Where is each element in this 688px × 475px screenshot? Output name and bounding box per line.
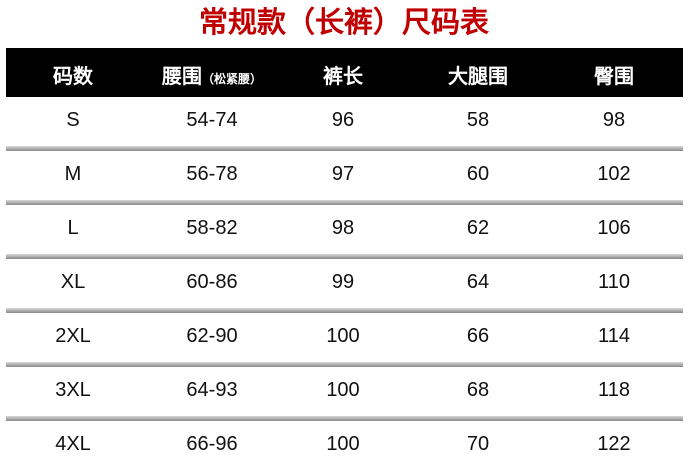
table-row: 4XL 66-96 100 70 122 [6,421,683,475]
header-size: 码数 [53,64,93,88]
table-cell: XL [60,271,86,293]
row-divider [6,416,683,421]
table-cell: 102 [597,163,631,185]
table-row: 2XL 62-90 100 66 114 [6,313,683,367]
table-cell: 66 [466,325,490,347]
table-row: 3XL 64-93 100 68 118 [6,367,683,421]
header-waist-label: 腰围 [161,64,202,88]
header-waist: 腰围（松紧腰） [162,60,262,89]
table-cell: L [67,217,79,239]
table-cell: 100 [326,379,360,401]
header-thigh: 大腿围 [448,64,508,88]
header-length: 裤长 [323,64,363,88]
table-cell: 62-90 [186,325,238,347]
table-cell: 96 [331,109,355,131]
table-cell: 60 [466,163,490,185]
table-cell: 58 [466,109,490,131]
table-cell: 106 [597,217,631,239]
table-cell: 97 [331,163,355,185]
table-cell: 4XL [55,433,91,455]
table-cell: 99 [331,271,355,293]
row-divider [6,254,683,259]
table-cell: 110 [598,271,630,293]
table-header: 码数 腰围（松紧腰） 裤长 大腿围 臀围 [6,48,683,97]
table-cell: 98 [602,109,626,131]
table-cell: 114 [598,325,630,347]
table-cell: S [66,109,80,131]
table-cell: 70 [466,433,490,455]
row-divider [6,200,683,205]
table-row: M 56-78 97 60 102 [6,151,683,205]
table-cell: 62 [466,217,490,239]
header-hip: 臀围 [594,64,634,88]
table-row: XL 60-86 99 64 110 [6,259,683,313]
row-divider [6,362,683,367]
table-cell: 56-78 [186,163,238,185]
table-cell: 118 [598,379,630,401]
table-cell: 98 [331,217,355,239]
table-row: L 58-82 98 62 106 [6,205,683,259]
table-cell: 2XL [55,325,91,347]
row-divider [6,308,683,313]
table-cell: 122 [597,433,631,455]
table-cell: 60-86 [186,271,238,293]
page-title: 常规款（长裤）尺码表 [198,5,489,39]
table-cell: 54-74 [186,109,238,131]
table-cell: 66-96 [186,433,238,455]
table-cell: 58-82 [186,217,238,239]
table-cell: 64 [466,271,490,293]
header-waist-note: （松紧腰） [201,72,263,86]
table-cell: 64-93 [186,379,238,401]
table-cell: 100 [326,433,360,455]
table-cell: 100 [326,325,360,347]
table-cell: 3XL [55,379,91,401]
table-cell: M [64,163,82,185]
table-cell: 68 [466,379,490,401]
table-row: S 54-74 96 58 98 [6,97,683,151]
row-divider [6,146,683,151]
